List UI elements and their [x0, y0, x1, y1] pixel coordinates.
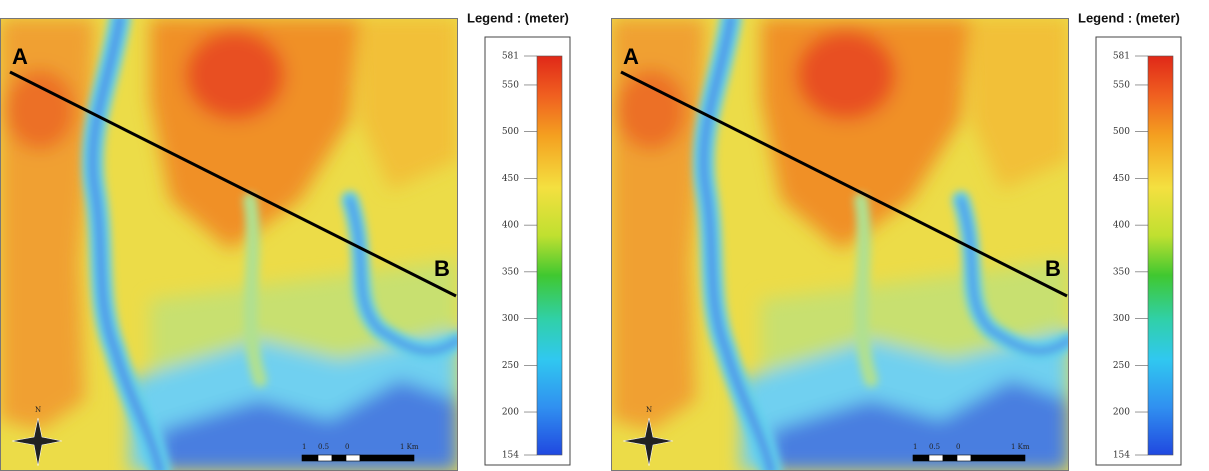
elevation-map	[611, 18, 1069, 471]
legend-tick-label: 154	[1113, 451, 1130, 461]
legend-tick-label: 154	[502, 451, 519, 461]
scale-label: 1	[302, 443, 306, 451]
panel: A B N 1 0.5 0 1 Km Legend : (meter) 581 550 500 450…	[0, 10, 570, 471]
legend-tick-label: 500	[502, 127, 519, 137]
scale-segment	[318, 455, 332, 461]
legend-title: Legend : (meter)	[1078, 10, 1180, 25]
scale-label: 1 Km	[1011, 443, 1030, 451]
point-label: A	[12, 44, 28, 69]
legend-tick-label: 300	[1113, 314, 1130, 324]
scale-segment	[929, 455, 943, 461]
legend-tick-label: 350	[1113, 267, 1130, 277]
scale-label: 0.5	[929, 443, 940, 451]
legend-tick-label: 250	[502, 361, 519, 371]
scale-label: 1	[913, 443, 917, 451]
point-label: B	[434, 256, 450, 281]
legend-tick-label: 450	[502, 174, 519, 184]
scale-segment	[971, 455, 1025, 461]
scale-segment	[302, 455, 318, 461]
scale-label: 1 Km	[400, 443, 419, 451]
scale-segment	[943, 455, 957, 461]
legend-tick-label: 400	[1113, 221, 1130, 231]
colorbar	[537, 56, 562, 455]
legend-tick-label: 250	[1113, 361, 1130, 371]
point-label: A	[623, 44, 639, 69]
legend-tick-label: 300	[502, 314, 519, 324]
point-label: B	[1045, 256, 1061, 281]
legend-tick-label: 350	[502, 267, 519, 277]
scale-label: 0.5	[318, 443, 329, 451]
panel: A B N 1 0.5 0 1 Km Legend : (meter) 581 550 500 450…	[611, 10, 1181, 471]
terrain-red	[185, 30, 285, 120]
colorbar	[1148, 56, 1173, 455]
scale-segment	[957, 455, 971, 461]
terrain-red	[796, 30, 896, 120]
legend-tick-label: 500	[1113, 127, 1130, 137]
scale-label: 0	[956, 443, 960, 451]
legend-tick-label: 400	[502, 221, 519, 231]
figure: A B N 1 0.5 0 1 Km Legend : (meter) 581 550 500 450…	[0, 0, 1209, 471]
legend-tick-label: 550	[502, 80, 519, 90]
scale-segment	[360, 455, 414, 461]
legend-title: Legend : (meter)	[467, 10, 569, 25]
legend-tick-label: 200	[502, 408, 519, 418]
elevation-map	[0, 18, 458, 471]
scale-segment	[913, 455, 929, 461]
scale-segment	[332, 455, 346, 461]
legend-tick-label: 550	[1113, 80, 1130, 90]
legend-tick-label: 450	[1113, 174, 1130, 184]
terrain-red	[5, 70, 75, 150]
legend-tick-label: 581	[502, 52, 519, 62]
scale-segment	[346, 455, 360, 461]
terrain-red	[616, 70, 686, 150]
north-label: N	[646, 406, 652, 414]
legend-tick-label: 581	[1113, 52, 1130, 62]
legend-tick-label: 200	[1113, 408, 1130, 418]
north-label: N	[35, 406, 41, 414]
scale-label: 0	[345, 443, 349, 451]
